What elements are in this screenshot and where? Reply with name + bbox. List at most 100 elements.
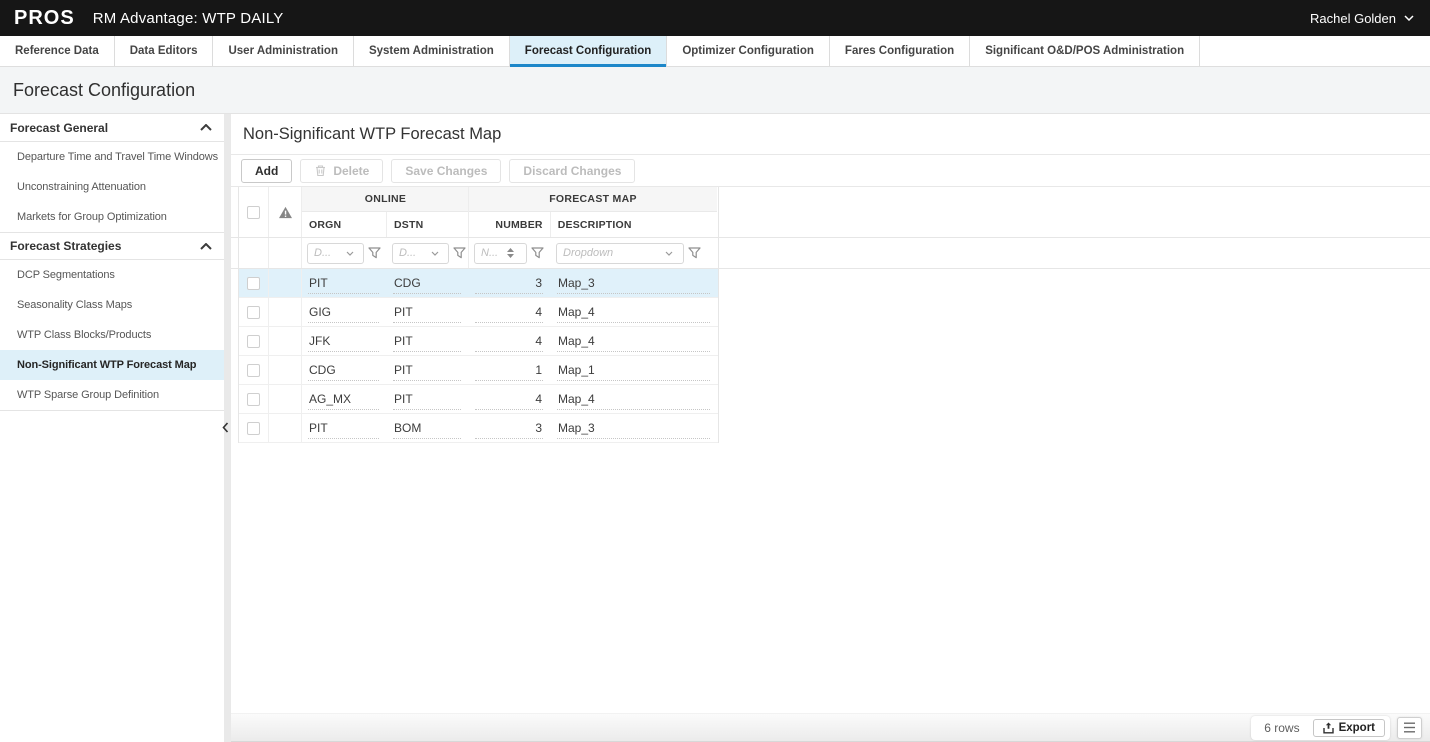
tab-reference-data[interactable]: Reference Data: [0, 36, 115, 66]
select-all-checkbox[interactable]: [247, 205, 260, 219]
number-spinner[interactable]: [507, 248, 514, 258]
table-row[interactable]: PIT BOM 3 Map_3: [239, 414, 718, 443]
tab-forecast-configuration[interactable]: Forecast Configuration: [509, 36, 668, 67]
chevron-up-icon: [200, 242, 212, 250]
content-area: Forecast General Departure Time and Trav…: [0, 114, 1430, 742]
filter-funnel-icon[interactable]: [531, 247, 544, 259]
sidebar-item-unconstraining-attenuation[interactable]: Unconstraining Attenuation: [17, 181, 146, 193]
tab-system-administration[interactable]: System Administration: [354, 36, 510, 66]
cell-number[interactable]: 1: [469, 356, 551, 384]
table-row[interactable]: JFK PIT 4 Map_4: [239, 327, 718, 356]
filter-description-input[interactable]: [557, 243, 665, 263]
row-checkbox[interactable]: [247, 334, 260, 348]
filter-number-field[interactable]: [474, 242, 527, 264]
trash-icon: [314, 164, 327, 177]
cell-orgn[interactable]: PIT: [302, 269, 387, 297]
cell-orgn[interactable]: PIT: [302, 414, 387, 442]
row-count-pill: 6 rows Export: [1251, 715, 1390, 740]
cell-dstn[interactable]: BOM: [387, 414, 469, 442]
table-row[interactable]: PIT CDG 3 Map_3: [239, 269, 718, 298]
sidebar-section-forecast-strategies: Forecast Strategies DCP Segmentations Se…: [0, 232, 224, 411]
cell-dstn[interactable]: PIT: [387, 327, 469, 355]
tab-fares-configuration[interactable]: Fares Configuration: [830, 36, 971, 66]
cell-description[interactable]: Map_3: [551, 414, 718, 442]
row-checkbox[interactable]: [247, 421, 260, 435]
add-button[interactable]: Add: [241, 158, 293, 183]
cell-orgn[interactable]: CDG: [302, 356, 387, 384]
toolbar: Add Delete Save Changes Discard Changes: [231, 155, 1430, 187]
cell-orgn[interactable]: AG_MX: [302, 385, 387, 413]
cell-dstn[interactable]: PIT: [387, 385, 469, 413]
filter-row: [231, 238, 1430, 269]
cell-description[interactable]: Map_3: [551, 269, 718, 297]
app-title: RM Advantage: WTP DAILY: [92, 9, 284, 27]
cell-description[interactable]: Map_4: [551, 298, 718, 326]
filter-description-dropdown[interactable]: [556, 242, 684, 264]
row-checkbox[interactable]: [247, 305, 260, 319]
filter-number-input[interactable]: [475, 243, 507, 263]
top-bar: PROS RM Advantage: WTP DAILY Rachel Gold…: [0, 0, 1430, 36]
cell-number[interactable]: 4: [469, 385, 551, 413]
cell-description[interactable]: Map_4: [551, 327, 718, 355]
row-checkbox[interactable]: [247, 276, 260, 290]
sidebar: Forecast General Departure Time and Trav…: [0, 114, 224, 742]
table-row[interactable]: AG_MX PIT 4 Map_4: [239, 385, 718, 414]
cell-orgn[interactable]: JFK: [302, 327, 387, 355]
main-panel: Non-Significant WTP Forecast Map Add Del…: [231, 114, 1430, 742]
filter-dstn-dropdown[interactable]: [392, 242, 449, 264]
filter-orgn-dropdown[interactable]: [307, 242, 364, 264]
sidebar-item-departure-time-and-travel-time-windows[interactable]: Departure Time and Travel Time Windows: [17, 151, 219, 163]
filter-funnel-icon[interactable]: [453, 247, 466, 259]
table-menu-button[interactable]: [1397, 716, 1422, 739]
delete-button: Delete: [300, 158, 384, 183]
export-icon: [1322, 722, 1334, 734]
table-row[interactable]: GIG PIT 4 Map_4: [239, 298, 718, 327]
table-body: PIT CDG 3 Map_3 GIG PIT 4 Map_4 JFK PIT …: [238, 269, 719, 443]
sidebar-item-dcp-segmentations[interactable]: DCP Segmentations: [17, 269, 115, 281]
column-header-description[interactable]: DESCRIPTION: [557, 218, 632, 231]
tab-optimizer-configuration[interactable]: Optimizer Configuration: [667, 36, 830, 66]
pros-logo: PROS: [14, 6, 75, 29]
page-title-band: Forecast Configuration: [0, 67, 1430, 114]
sidebar-divider: [222, 114, 232, 742]
cell-number[interactable]: 4: [469, 327, 551, 355]
tab-significant-od-pos-administration[interactable]: Significant O&D/POS Administration: [970, 36, 1201, 66]
table-row[interactable]: CDG PIT 1 Map_1: [239, 356, 718, 385]
cell-dstn[interactable]: PIT: [387, 298, 469, 326]
column-header-number[interactable]: NUMBER: [469, 212, 551, 237]
save-changes-button: Save Changes: [391, 158, 502, 183]
sidebar-item-markets-for-group-optimization[interactable]: Markets for Group Optimization: [17, 211, 167, 223]
cell-description[interactable]: Map_1: [551, 356, 718, 384]
row-checkbox[interactable]: [247, 363, 260, 377]
tab-user-administration[interactable]: User Administration: [213, 36, 354, 66]
sidebar-item-non-significant-wtp-forecast-map[interactable]: Non-Significant WTP Forecast Map: [0, 350, 224, 380]
export-button[interactable]: Export: [1312, 718, 1385, 737]
chevron-down-icon[interactable]: [665, 251, 673, 256]
hamburger-icon: [1403, 722, 1416, 733]
tab-data-editors[interactable]: Data Editors: [115, 36, 214, 66]
chevron-down-icon[interactable]: [431, 251, 439, 256]
sidebar-item-wtp-sparse-group-definition[interactable]: WTP Sparse Group Definition: [17, 389, 159, 401]
column-header-dstn[interactable]: DSTN: [394, 218, 424, 231]
cell-orgn[interactable]: GIG: [302, 298, 387, 326]
sidebar-item-wtp-class-blocks-products[interactable]: WTP Class Blocks/Products: [17, 329, 152, 341]
sidebar-section-header-forecast-general[interactable]: Forecast General: [0, 114, 224, 142]
row-checkbox[interactable]: [247, 392, 260, 406]
chevron-down-icon[interactable]: [346, 251, 354, 256]
cell-dstn[interactable]: PIT: [387, 356, 469, 384]
sidebar-item-seasonality-class-maps[interactable]: Seasonality Class Maps: [17, 299, 133, 311]
filter-dstn-input[interactable]: [393, 243, 431, 263]
filter-funnel-icon[interactable]: [368, 247, 381, 259]
column-header-orgn[interactable]: ORGN: [302, 212, 387, 237]
cell-description[interactable]: Map_4: [551, 385, 718, 413]
status-row-count: 6 rows: [1264, 720, 1300, 735]
cell-number[interactable]: 3: [469, 269, 551, 297]
cell-number[interactable]: 4: [469, 298, 551, 326]
filter-orgn-input[interactable]: [308, 243, 346, 263]
cell-dstn[interactable]: CDG: [387, 269, 469, 297]
sidebar-section-header-forecast-strategies[interactable]: Forecast Strategies: [0, 232, 224, 260]
filter-funnel-icon[interactable]: [688, 247, 701, 259]
sidebar-collapse-handle[interactable]: [222, 420, 232, 434]
user-menu[interactable]: Rachel Golden: [1310, 11, 1414, 26]
cell-number[interactable]: 3: [469, 414, 551, 442]
